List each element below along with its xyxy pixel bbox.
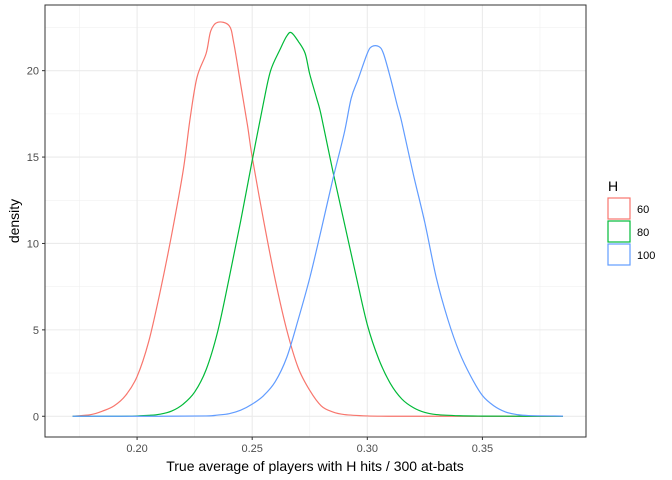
x-axis: 0.20 0.25 0.30 0.35: [126, 437, 493, 455]
y-tick-label: 0: [33, 411, 39, 423]
legend-label-80: 80: [637, 227, 649, 239]
density-line-60: [72, 21, 563, 417]
panel-border: [44, 4, 587, 438]
x-tick-label: 0.35: [472, 443, 493, 455]
legend-title: H: [608, 178, 618, 194]
legend-key-60: [607, 197, 631, 220]
y-tick-label: 20: [27, 66, 39, 78]
y-tick-label: 15: [27, 152, 39, 164]
y-axis-title: density: [6, 199, 22, 243]
major-grid: [45, 5, 586, 437]
legend-label-60: 60: [637, 204, 649, 216]
legend-label-100: 100: [637, 250, 655, 262]
y-axis: 0 5 10 15 20: [27, 66, 45, 423]
density-lines: [72, 21, 563, 417]
x-tick-label: 0.20: [126, 443, 147, 455]
legend: H 60 80 100: [607, 178, 655, 266]
legend-item-100: 100: [607, 243, 655, 266]
y-tick-label: 5: [33, 325, 39, 337]
x-tick-label: 0.25: [241, 443, 262, 455]
x-tick-label: 0.30: [357, 443, 378, 455]
legend-key-80: [607, 220, 631, 243]
x-axis-title: True average of players with H hits / 30…: [166, 458, 464, 474]
legend-key-100: [607, 243, 631, 266]
density-line-100: [72, 45, 563, 417]
legend-items: 60 80 100: [607, 197, 655, 266]
legend-item-60: 60: [607, 197, 649, 220]
density-line-80: [72, 31, 563, 417]
minor-grid: [45, 5, 586, 437]
y-tick-label: 10: [27, 238, 39, 250]
legend-item-80: 80: [607, 220, 649, 243]
